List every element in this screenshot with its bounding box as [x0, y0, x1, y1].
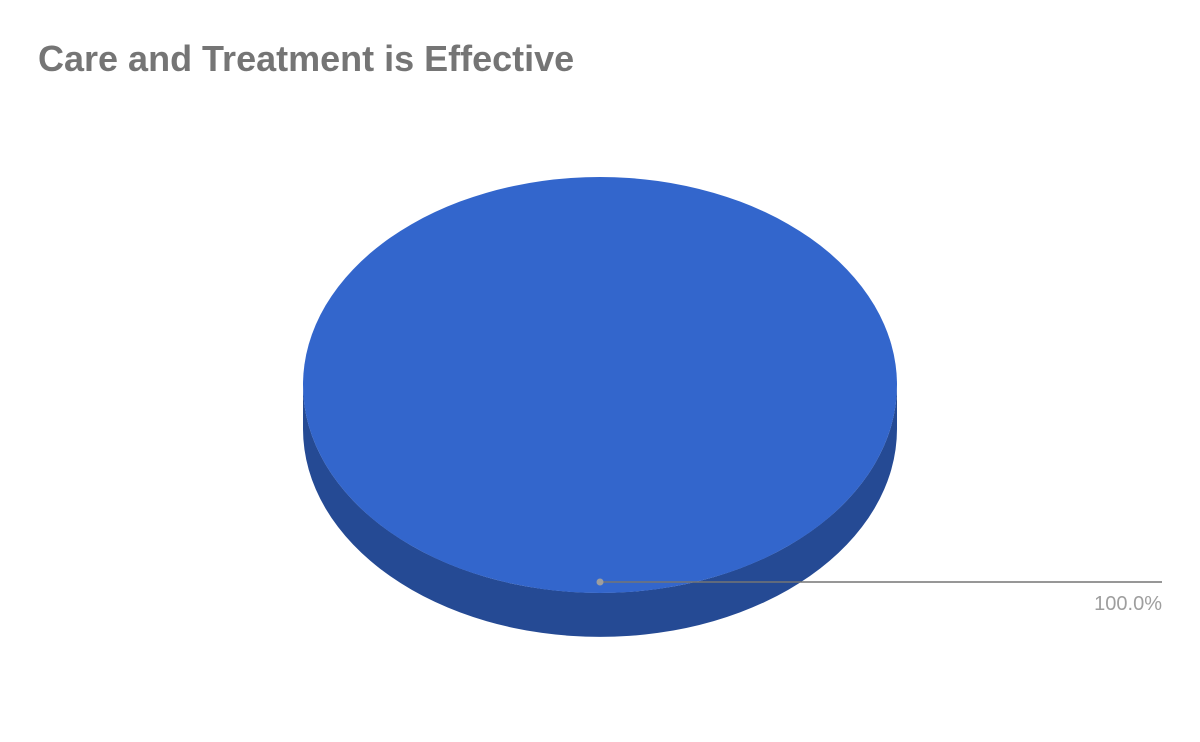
pie-slice-0-side — [303, 385, 897, 637]
leader-dot-0 — [596, 578, 604, 586]
pie-slices — [303, 177, 897, 637]
chart-title: Care and Treatment is Effective — [38, 38, 575, 79]
data-label-0: 100.0% — [1094, 593, 1162, 615]
data-labels: 100.0% — [596, 578, 1162, 615]
pie-slice-0 — [303, 177, 897, 593]
